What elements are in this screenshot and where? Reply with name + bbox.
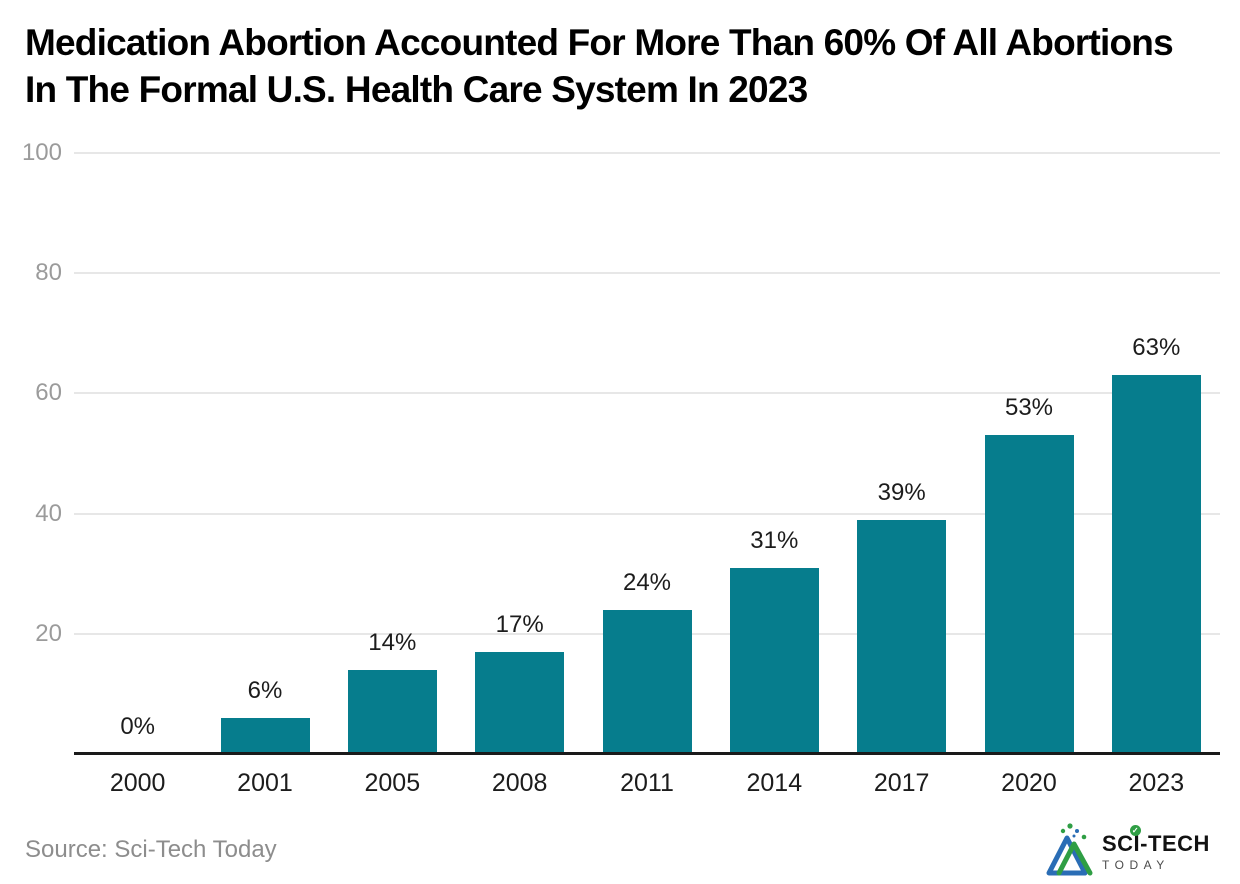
gridline	[74, 512, 1220, 515]
bar-value-label: 6%	[247, 677, 283, 704]
bar-value-label: 63%	[1132, 334, 1181, 361]
bar	[729, 568, 819, 754]
x-axis-tick-label: 2011	[620, 769, 674, 797]
x-axis-tick-label: 2014	[746, 769, 803, 797]
check-badge-icon: ✓	[1130, 825, 1141, 836]
x-axis-tick-label: 2001	[237, 769, 293, 797]
bar	[857, 520, 947, 754]
bar	[984, 435, 1074, 754]
x-axis-tick-label: 2023	[1128, 769, 1185, 797]
bar	[220, 718, 310, 754]
bar	[347, 670, 437, 754]
x-axis-tick-label: 2008	[491, 769, 548, 797]
bar	[1111, 375, 1201, 754]
logo-text-block: SCI-TECH ✓ TODAY	[1102, 822, 1210, 871]
source-note: Source: Sci-Tech Today	[25, 836, 277, 863]
logo-brand-subtext: TODAY	[1102, 858, 1170, 872]
sci-tech-logo-icon	[1046, 823, 1093, 876]
y-axis-tick-label: 20	[35, 619, 62, 647]
x-axis-tick-label: 2000	[109, 769, 166, 797]
bar-value-label: 39%	[877, 479, 926, 506]
y-axis-tick-label: 100	[21, 139, 62, 166]
bar-value-label: 31%	[750, 527, 799, 554]
x-axis-tick-label: 2017	[873, 769, 930, 797]
bar-value-label: 53%	[1004, 394, 1054, 421]
gridline	[74, 152, 1220, 154]
logo-brand-label: SCI-TECH	[1102, 831, 1210, 856]
bar-value-label: 24%	[622, 569, 672, 596]
x-axis-line	[74, 752, 1220, 755]
bar-value-label: 17%	[495, 611, 544, 638]
bar-value-label: 0%	[120, 713, 155, 740]
gridline	[74, 392, 1220, 395]
chart-title: Medication Abortion Accounted For More T…	[25, 22, 1174, 110]
x-axis-tick-label: 2020	[1001, 769, 1057, 797]
bar-value-label: 14%	[368, 629, 417, 656]
y-axis-tick-label: 40	[35, 499, 62, 527]
y-axis-tick-label: 80	[35, 259, 62, 287]
logo-brand-text: SCI-TECH ✓	[1102, 825, 1210, 856]
sci-tech-today-logo: SCI-TECH ✓ TODAY	[1043, 822, 1210, 878]
gridline	[74, 272, 1220, 275]
bar	[475, 652, 565, 754]
bar	[602, 610, 692, 754]
y-axis-tick-label: 60	[35, 379, 62, 407]
x-axis-tick-label: 2005	[364, 769, 421, 797]
